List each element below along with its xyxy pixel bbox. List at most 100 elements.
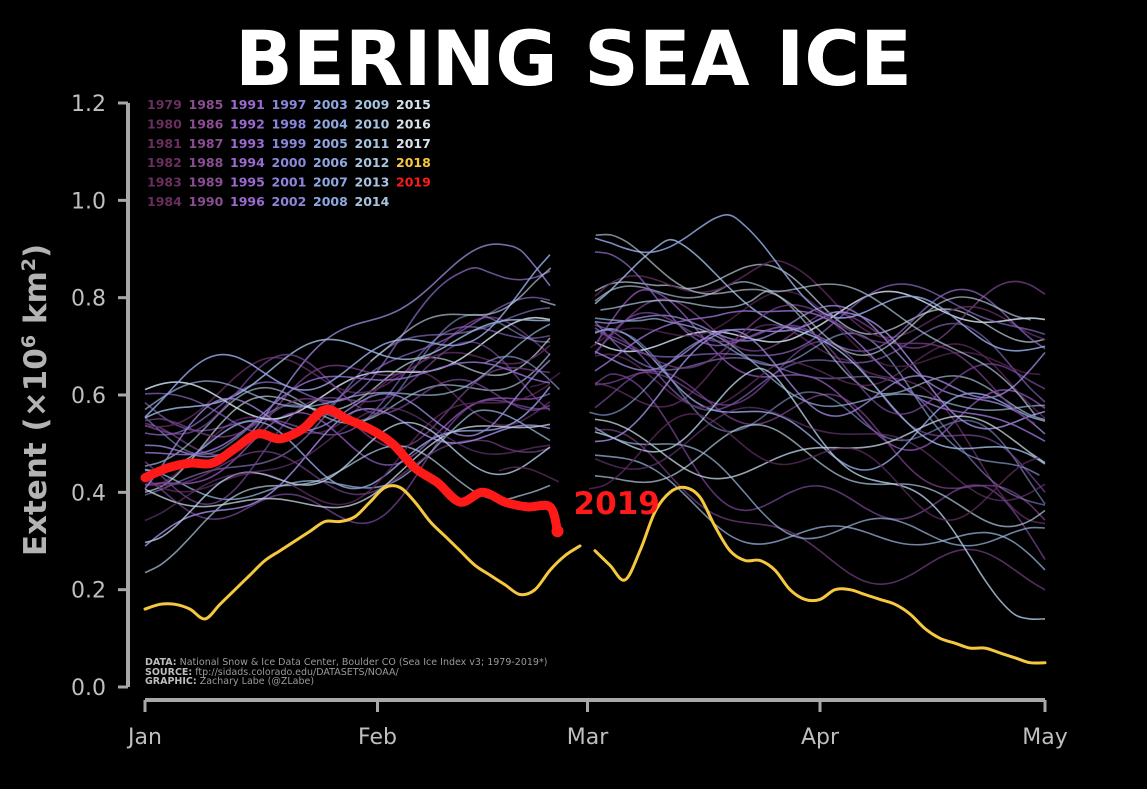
background-year-line	[594, 340, 1046, 493]
credit-data-key: DATA:	[145, 657, 177, 668]
legend-item-1980: 1980	[147, 116, 182, 131]
background-year-line	[484, 355, 560, 390]
background-year-line	[594, 311, 1046, 415]
credit-data: DATA: National Snow & Ice Data Center, B…	[145, 658, 547, 668]
background-year-line	[144, 423, 551, 509]
legend-item-1992: 1992	[230, 116, 265, 131]
series-line-2018	[593, 485, 1047, 665]
highlight-series: 2019	[140, 404, 1047, 665]
legend-item-1985: 1985	[189, 97, 224, 112]
background-year-line	[594, 322, 1046, 412]
credit-graphic: GRAPHIC: Zachary Labe (@ZLabe)	[145, 677, 547, 687]
legend-item-1989: 1989	[189, 175, 224, 190]
background-year-line	[144, 254, 551, 418]
legend-item-2017: 2017	[396, 136, 431, 151]
legend-item-2005: 2005	[313, 136, 348, 151]
series-line-2019	[140, 404, 562, 536]
background-year-line	[594, 251, 1046, 353]
background-year-line	[594, 370, 1046, 521]
legend-item-1988: 1988	[189, 155, 224, 170]
y-tick-label: 0.8	[71, 287, 106, 312]
background-year-line	[144, 439, 551, 496]
legend-item-2004: 2004	[313, 116, 348, 131]
legend-item-1993: 1993	[230, 136, 265, 151]
background-year-line	[594, 321, 1046, 506]
legend-item-2014: 2014	[355, 194, 390, 209]
legend-item-1995: 1995	[230, 175, 265, 190]
legend-item-1987: 1987	[189, 136, 224, 151]
background-year-lines	[144, 200, 1046, 621]
legend-item-2019: 2019	[396, 175, 431, 190]
background-year-line	[599, 304, 1036, 425]
chart-title: BERING SEA ICE	[235, 14, 912, 103]
legend-item-1999: 1999	[272, 136, 307, 151]
legend-item-1994: 1994	[230, 155, 265, 170]
background-year-line	[594, 428, 1046, 591]
legend-item-2015: 2015	[396, 97, 431, 112]
legend-item-2007: 2007	[313, 175, 348, 190]
series-label-2019: 2019	[574, 486, 660, 522]
background-year-line	[144, 313, 551, 456]
credit-source-key: SOURCE:	[145, 666, 193, 678]
background-year-line	[498, 466, 560, 483]
legend-item-2018: 2018	[396, 155, 431, 170]
background-year-line	[594, 343, 1046, 419]
legend-item-1984: 1984	[147, 194, 182, 209]
credit-source-text: ftp://sidads.colorado.edu/DATASETS/NOAA/	[195, 666, 399, 678]
background-year-line	[594, 317, 1046, 411]
legend-item-1996: 1996	[230, 194, 265, 209]
y-tick-label: 0.0	[71, 676, 106, 701]
y-tick-label: 1.0	[71, 189, 106, 214]
legend-item-1991: 1991	[230, 97, 265, 112]
background-year-line	[144, 243, 551, 458]
background-year-line	[144, 337, 551, 493]
x-tick-label: Feb	[358, 725, 397, 750]
series-end-marker-2019	[551, 525, 564, 538]
x-tick-label: Apr	[801, 725, 840, 750]
background-year-line	[144, 316, 551, 420]
credit-data-text: National Snow & Ice Data Center, Boulder…	[179, 657, 548, 668]
y-tick-label: 0.2	[71, 579, 106, 604]
legend-item-1982: 1982	[147, 155, 182, 170]
legend: 1979 1985 1991 1997 2003 2009 2015 1980 1986 1992…	[147, 97, 431, 209]
background-year-line	[594, 310, 1046, 443]
background-year-line	[594, 323, 1046, 525]
legend-item-1997: 1997	[272, 97, 307, 112]
legend-item-2009: 2009	[355, 97, 390, 112]
background-year-line	[588, 413, 1040, 522]
background-year-line	[594, 259, 1046, 341]
legend-item-1979: 1979	[147, 97, 182, 112]
background-year-line	[594, 426, 1045, 547]
background-year-line	[594, 214, 1046, 352]
background-year-line	[144, 392, 551, 486]
y-tick-label: 1.2	[71, 92, 106, 117]
background-year-line	[144, 361, 551, 456]
background-year-line	[594, 406, 1046, 502]
background-year-line	[589, 332, 1040, 476]
legend-item-1990: 1990	[189, 194, 224, 209]
series-line-2018	[143, 484, 582, 621]
background-year-line	[594, 373, 1046, 560]
legend-item-2011: 2011	[355, 136, 390, 151]
background-year-line	[144, 386, 551, 490]
x-tick-label: Jan	[126, 725, 162, 750]
background-year-line	[594, 309, 1046, 442]
y-tick-label: 0.4	[71, 481, 106, 506]
background-year-line	[594, 415, 1046, 480]
legend-item-2013: 2013	[355, 175, 390, 190]
legend-item-1998: 1998	[272, 116, 307, 131]
legend-item-2010: 2010	[355, 116, 390, 131]
background-year-line	[144, 407, 551, 522]
legend-item-1983: 1983	[147, 175, 182, 190]
legend-item-2001: 2001	[272, 175, 307, 190]
legend-item-2016: 2016	[396, 116, 431, 131]
background-year-line	[144, 421, 551, 544]
background-year-line	[144, 383, 551, 506]
x-tick-label: May	[1022, 725, 1067, 750]
background-year-line	[144, 353, 551, 435]
background-year-line	[144, 359, 551, 490]
legend-item-2006: 2006	[313, 155, 348, 170]
credits: DATA: National Snow & Ice Data Center, B…	[145, 658, 547, 687]
